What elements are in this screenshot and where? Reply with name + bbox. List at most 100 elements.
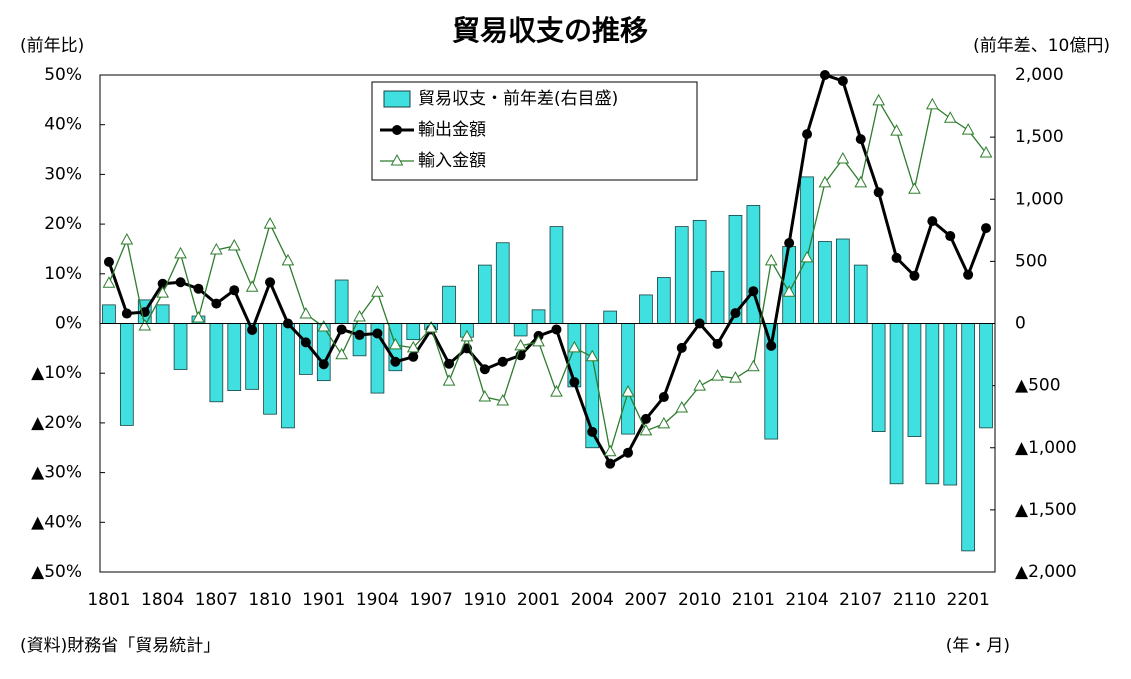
marker	[747, 359, 760, 372]
marker	[908, 182, 921, 194]
bar	[871, 323, 886, 432]
marker	[819, 70, 830, 80]
marker	[872, 93, 885, 106]
marker	[926, 97, 939, 110]
x-tick-label: 2001	[517, 590, 560, 610]
bar	[227, 323, 242, 391]
y-tick-label: ▲30%	[31, 463, 82, 483]
marker	[336, 324, 347, 335]
marker	[353, 310, 366, 322]
marker	[281, 253, 295, 266]
marker	[764, 253, 778, 266]
marker	[389, 337, 402, 350]
bar	[531, 309, 546, 324]
marker	[890, 124, 903, 136]
y-tick-label: 40%	[44, 115, 82, 135]
marker	[227, 238, 241, 251]
marker	[192, 310, 205, 323]
legend-swatch	[383, 90, 411, 108]
y-tick-label: 50%	[44, 65, 82, 85]
marker	[193, 283, 204, 294]
y2-axis-label: (前年差、10億円)	[973, 36, 1110, 56]
marker	[300, 337, 311, 348]
marker	[585, 349, 599, 362]
bar	[406, 323, 421, 341]
x-tick-label: 2007	[624, 590, 667, 610]
y2-tick-label: ▲1,000	[1015, 438, 1077, 458]
marker	[532, 334, 545, 347]
bar	[513, 323, 528, 337]
marker	[855, 134, 866, 145]
marker	[639, 423, 653, 436]
marker	[909, 270, 920, 281]
marker	[442, 374, 456, 386]
bar	[281, 323, 295, 429]
bar	[853, 264, 868, 324]
marker	[156, 286, 169, 298]
marker	[873, 187, 884, 198]
x-tick-label: 2101	[732, 590, 775, 610]
y-tick-label: 10%	[44, 264, 82, 284]
marker	[943, 111, 957, 123]
legend-label: 輸入金額	[418, 151, 486, 171]
x-tick-label: 2107	[839, 590, 882, 610]
legend-label: 貿易収支・前年差(右目盛)	[418, 89, 618, 109]
marker	[263, 217, 277, 229]
y2-tick-label: 1,500	[1015, 127, 1064, 147]
marker	[444, 358, 455, 369]
marker	[479, 364, 490, 375]
marker	[354, 329, 365, 340]
marker	[247, 324, 258, 335]
marker	[568, 340, 581, 353]
marker	[497, 356, 508, 367]
y-tick-label: ▲10%	[31, 363, 82, 383]
y-tick-label: ▲40%	[31, 512, 82, 532]
marker	[621, 385, 635, 397]
marker	[245, 280, 259, 292]
x-tick-label: 1810	[248, 590, 291, 610]
y-tick-label: ▲50%	[31, 562, 82, 582]
marker	[102, 276, 116, 288]
marker	[514, 338, 527, 351]
x-tick-label: 1907	[410, 590, 453, 610]
marker	[979, 145, 993, 158]
marker	[265, 277, 276, 288]
legend-box	[371, 81, 698, 181]
bar	[639, 294, 653, 324]
marker	[675, 400, 689, 413]
marker	[299, 307, 313, 319]
x-tick-label: 2004	[571, 590, 614, 610]
marker	[854, 175, 868, 188]
marker	[551, 324, 562, 335]
chart-title: 貿易収支の推移	[452, 14, 648, 47]
marker	[729, 371, 742, 383]
bar	[442, 285, 456, 324]
legend-swatch	[390, 153, 404, 166]
marker	[711, 369, 724, 381]
x-tick-label: 1904	[356, 590, 399, 610]
marker	[766, 340, 777, 351]
marker	[138, 318, 152, 331]
bar	[979, 323, 993, 429]
marker	[372, 328, 383, 339]
marker	[210, 242, 223, 255]
marker	[478, 390, 492, 402]
marker	[603, 444, 617, 457]
marker	[748, 286, 759, 297]
marker	[390, 356, 401, 367]
x-tick-label: 1801	[87, 590, 130, 610]
bar	[925, 323, 940, 485]
bar	[495, 242, 510, 324]
marker	[891, 252, 902, 263]
marker	[120, 232, 134, 245]
y2-tick-label: 0	[1015, 314, 1026, 334]
y2-tick-label: ▲1,500	[1015, 500, 1077, 520]
y2-tick-label: 2,000	[1015, 65, 1064, 85]
marker	[676, 342, 687, 353]
marker	[408, 351, 419, 362]
y2-tick-label: 1,000	[1015, 189, 1064, 209]
bar	[173, 323, 188, 370]
marker	[229, 285, 240, 296]
marker	[730, 308, 741, 319]
